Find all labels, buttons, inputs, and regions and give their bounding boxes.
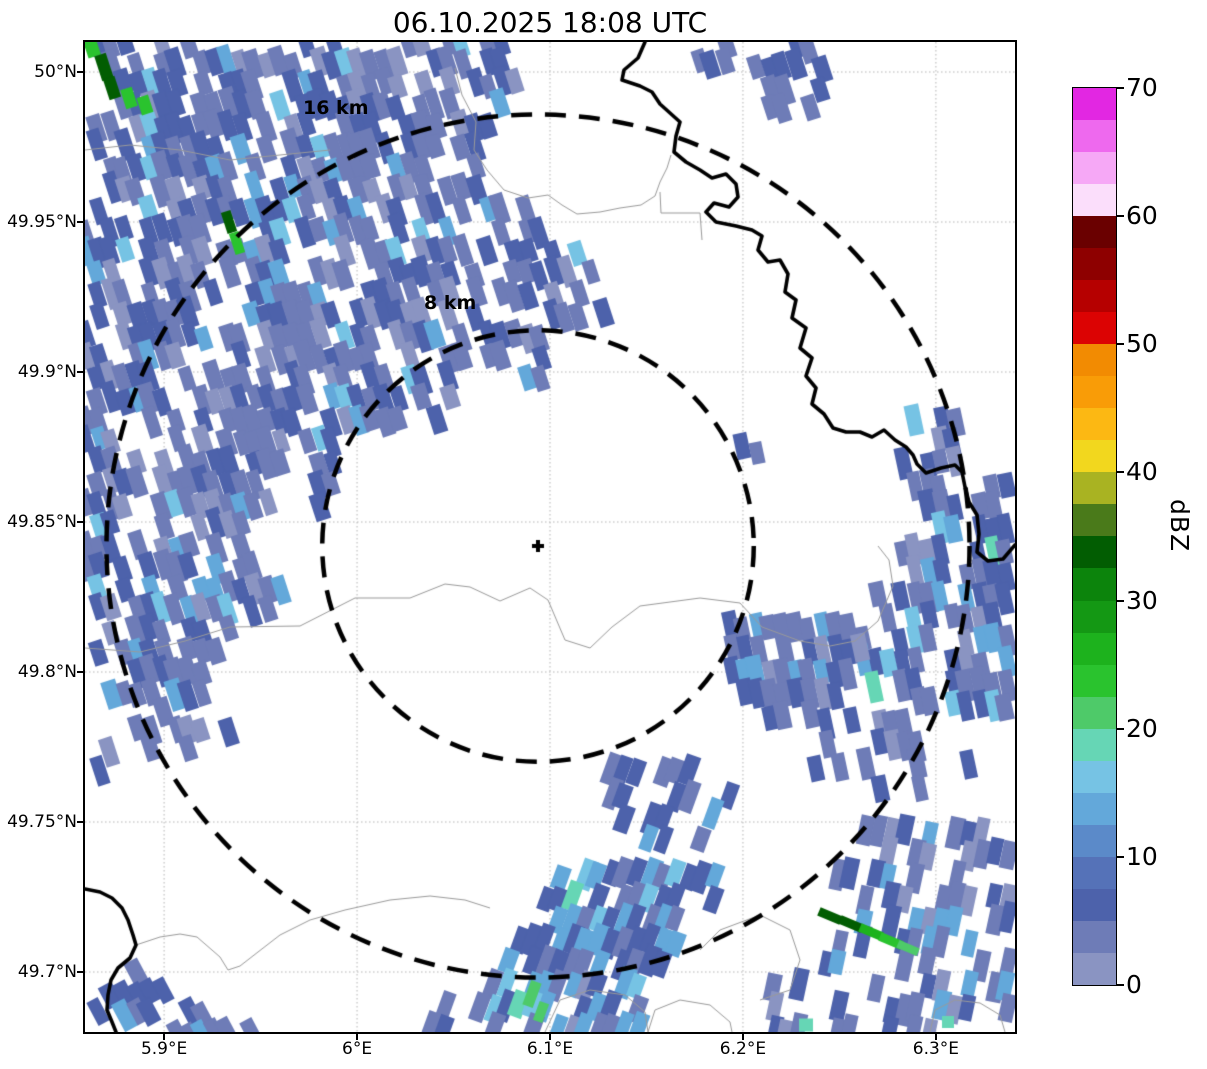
x-tick-mark (741, 1034, 744, 1040)
colorbar-tick-label: 70 (1126, 73, 1158, 102)
colorbar-segment (1073, 760, 1116, 793)
colorbar-segment (1073, 824, 1116, 857)
colorbar-segment (1073, 312, 1116, 345)
y-tick-label: 49.75°N (7, 812, 77, 832)
colorbar-segment (1073, 344, 1116, 377)
x-tick-mark (549, 1034, 551, 1040)
colorbar-segment (1073, 952, 1116, 985)
colorbar-tick-label: 10 (1126, 841, 1158, 871)
y-tick-mark (77, 521, 83, 523)
colorbar-tick-mark (1117, 727, 1124, 730)
colorbar-segment (1073, 504, 1116, 537)
colorbar-axis-label: dBZ (1165, 499, 1194, 553)
y-tick-label: 49.95°N (7, 212, 77, 232)
colorbar-segment (1073, 120, 1116, 153)
y-tick-label: 49.7°N (17, 962, 77, 982)
colorbar-segment (1073, 152, 1116, 185)
y-tick-label: 49.85°N (7, 512, 77, 532)
colorbar-segment (1073, 248, 1116, 281)
range-ring-label-16km: 16 km (303, 97, 369, 119)
colorbar-segment (1073, 568, 1116, 601)
y-tick-mark (77, 71, 83, 73)
colorbar-segment (1073, 728, 1116, 761)
range-ring-label-8km: 8 km (424, 292, 477, 314)
y-tick-mark (77, 971, 83, 973)
colorbar-segment (1073, 536, 1116, 569)
colorbar-tick-label: 40 (1126, 457, 1158, 487)
chart-title: 06.10.2025 18:08 UTC (392, 6, 708, 39)
colorbar-tick-label: 30 (1126, 585, 1158, 615)
colorbar-tick-label: 60 (1126, 201, 1158, 231)
x-tick-label: 5.9°E (140, 1039, 188, 1059)
colorbar-segment (1073, 856, 1116, 889)
colorbar-segment (1073, 184, 1116, 217)
colorbar-tick-mark (1117, 87, 1124, 89)
colorbar-tick-mark (1117, 343, 1124, 346)
colorbar-tick-mark (1117, 855, 1124, 858)
x-tick-label: 6°E (342, 1039, 373, 1059)
x-tick-mark (163, 1034, 166, 1040)
y-tick-label: 49.8°N (17, 662, 77, 682)
colorbar-segment (1073, 632, 1116, 665)
colorbar-tick-mark (1117, 215, 1124, 218)
colorbar-tick-label: 50 (1126, 329, 1158, 359)
y-tick-label: 50°N (34, 62, 77, 82)
y-tick-label: 49.9°N (17, 362, 77, 382)
radar-map-canvas (85, 42, 1015, 1032)
colorbar-segment (1073, 216, 1116, 249)
colorbar-segment (1073, 408, 1116, 441)
colorbar-tick-mark (1117, 984, 1124, 986)
colorbar-tick-label: 0 (1126, 970, 1142, 999)
colorbar-segment (1073, 472, 1116, 505)
x-tick-label: 6.3°E (912, 1039, 960, 1059)
colorbar-segment (1073, 664, 1116, 697)
colorbar-tick-mark (1117, 599, 1124, 602)
y-tick-mark (77, 671, 83, 673)
colorbar-segment (1073, 696, 1116, 729)
colorbar-segment (1073, 440, 1116, 473)
colorbar-segment (1073, 792, 1116, 825)
x-tick-mark (356, 1034, 359, 1040)
y-tick-mark (77, 821, 83, 823)
colorbar-segment (1073, 888, 1116, 921)
colorbar-segment (1073, 280, 1116, 313)
colorbar (1072, 87, 1117, 986)
colorbar-tick-mark (1117, 471, 1124, 474)
y-tick-mark (77, 221, 83, 223)
y-tick-mark (77, 371, 83, 373)
colorbar-segment (1073, 600, 1116, 633)
colorbar-tick-label: 20 (1126, 713, 1158, 743)
x-tick-label: 6.1°E (526, 1039, 574, 1059)
colorbar-segment (1073, 376, 1116, 409)
x-tick-mark (934, 1034, 937, 1040)
x-tick-label: 6.2°E (719, 1039, 767, 1059)
colorbar-segment (1073, 920, 1116, 953)
colorbar-segment (1073, 88, 1116, 121)
